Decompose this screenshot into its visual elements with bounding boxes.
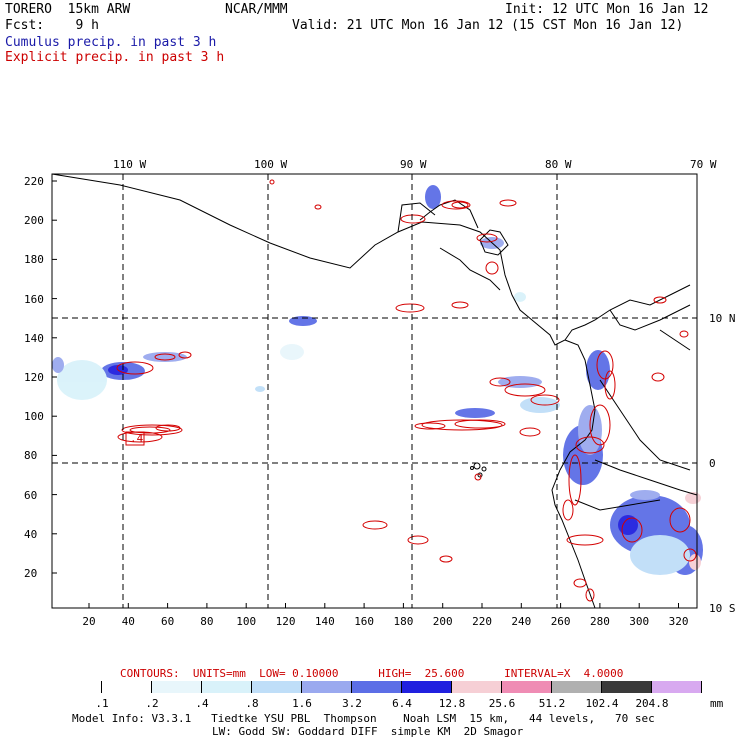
y-tick-label: 80 — [24, 449, 38, 463]
x-tick-label: 140 — [314, 615, 335, 628]
colorbar-swatch — [152, 681, 202, 693]
lat-lon-grid — [52, 174, 697, 608]
valid-time: Valid: 21 UTC Mon 16 Jan 12 (15 CST Mon … — [292, 18, 684, 33]
x-tick-label: 300 — [629, 615, 650, 628]
colorbar-swatch — [602, 681, 652, 693]
y-tick-label: 140 — [24, 331, 44, 345]
x-tick-label: 60 — [161, 615, 175, 628]
y-tick-label: 180 — [24, 253, 44, 267]
colorbar-value-label: 51.2 — [538, 697, 566, 710]
map-frame — [51, 173, 698, 609]
colorbar-unit: mm — [710, 697, 724, 710]
colorbar-value-label: 204.8 — [635, 697, 669, 710]
colorbar-swatch — [552, 681, 602, 693]
colorbar-value-label: .1 — [95, 697, 109, 710]
lat-label-0: 0 — [709, 457, 716, 470]
explicit-contours — [116, 179, 697, 602]
colorbar-swatch — [102, 681, 152, 693]
y-tick-label: 40 — [24, 527, 38, 541]
box-marker — [125, 431, 145, 446]
colorbar-value-label: 6.4 — [392, 697, 412, 710]
y-tick-label: 220 — [24, 175, 44, 188]
colorbar-value-label: .8 — [245, 697, 259, 710]
colorbar-value-label: 25.6 — [488, 697, 516, 710]
coastlines — [51, 173, 698, 609]
colorbar-swatch — [352, 681, 402, 693]
lon-label-90w: 90 W — [400, 158, 427, 171]
y-tick-label: 60 — [24, 488, 38, 502]
colorbar-swatch — [252, 681, 302, 693]
lon-label-80w: 80 W — [545, 158, 572, 171]
x-tick-label: 80 — [200, 615, 214, 628]
colorbar-value-label: 1.6 — [292, 697, 312, 710]
x-tick-label: 40 — [121, 615, 135, 628]
y-tick-label: 20 — [24, 567, 38, 580]
model-title: TORERO 15km ARW — [5, 2, 131, 17]
colorbar-swatch — [202, 681, 252, 693]
x-tick-label: 220 — [472, 615, 492, 628]
x-tick-label: 160 — [354, 615, 375, 628]
lon-label-70w: 70 W — [690, 158, 717, 171]
contour-info: CONTOURS: UNITS=mm LOW= 0.10000 HIGH= 25… — [120, 667, 624, 680]
x-tick-label: 260 — [550, 615, 571, 628]
y-tick-label: 160 — [24, 292, 44, 306]
forecast-hour: Fcst: 9 h — [5, 18, 99, 33]
x-tick-label: 280 — [590, 615, 610, 628]
colorbar-value-label: .2 — [145, 697, 159, 710]
colorbar-swatch — [452, 681, 502, 693]
colorbar-swatch — [502, 681, 552, 693]
lon-label-110w: 110 W — [113, 158, 147, 171]
colorbar-swatch — [402, 681, 452, 693]
model-info-line2: LW: Godd SW: Goddard DIFF simple KM 2D S… — [212, 725, 524, 738]
x-tick-label: 320 — [668, 615, 689, 628]
colorbar-value-label: 12.8 — [438, 697, 466, 710]
y-tick-label: 200 — [24, 214, 44, 228]
x-tick-label: 240 — [511, 615, 532, 628]
box-marker-label: .4 — [130, 432, 144, 445]
field-explicit-label: Explicit precip. in past 3 h — [5, 50, 225, 65]
colorbar-value-label: 3.2 — [342, 697, 362, 710]
x-tick-label: 120 — [275, 615, 296, 628]
y-tick-label: 120 — [24, 371, 44, 384]
lon-label-100w: 100 W — [254, 158, 288, 171]
colorbar-value-label: 102.4 — [585, 697, 619, 710]
axis-ticks — [52, 180, 679, 608]
colorbar-value-label: .4 — [195, 697, 209, 710]
field-cumulus-label: Cumulus precip. in past 3 h — [5, 35, 217, 50]
x-tick-label: 180 — [393, 615, 414, 628]
colorbar-swatch — [652, 681, 702, 693]
x-tick-label: 100 — [236, 615, 257, 628]
lat-label-10n: 10 N — [709, 312, 736, 325]
colorbar-swatch — [52, 681, 102, 693]
x-tick-label: 200 — [432, 615, 453, 628]
x-tick-label: 20 — [82, 615, 96, 628]
model-info-line1: Model Info: V3.3.1 Tiedtke YSU PBL Thomp… — [72, 712, 655, 725]
init-time: Init: 12 UTC Mon 16 Jan 12 — [505, 2, 709, 17]
org-label: NCAR/MMM — [225, 2, 288, 17]
lat-label-10s: 10 S — [709, 602, 736, 615]
colorbar-swatch — [302, 681, 352, 693]
y-tick-label: 100 — [24, 410, 44, 424]
